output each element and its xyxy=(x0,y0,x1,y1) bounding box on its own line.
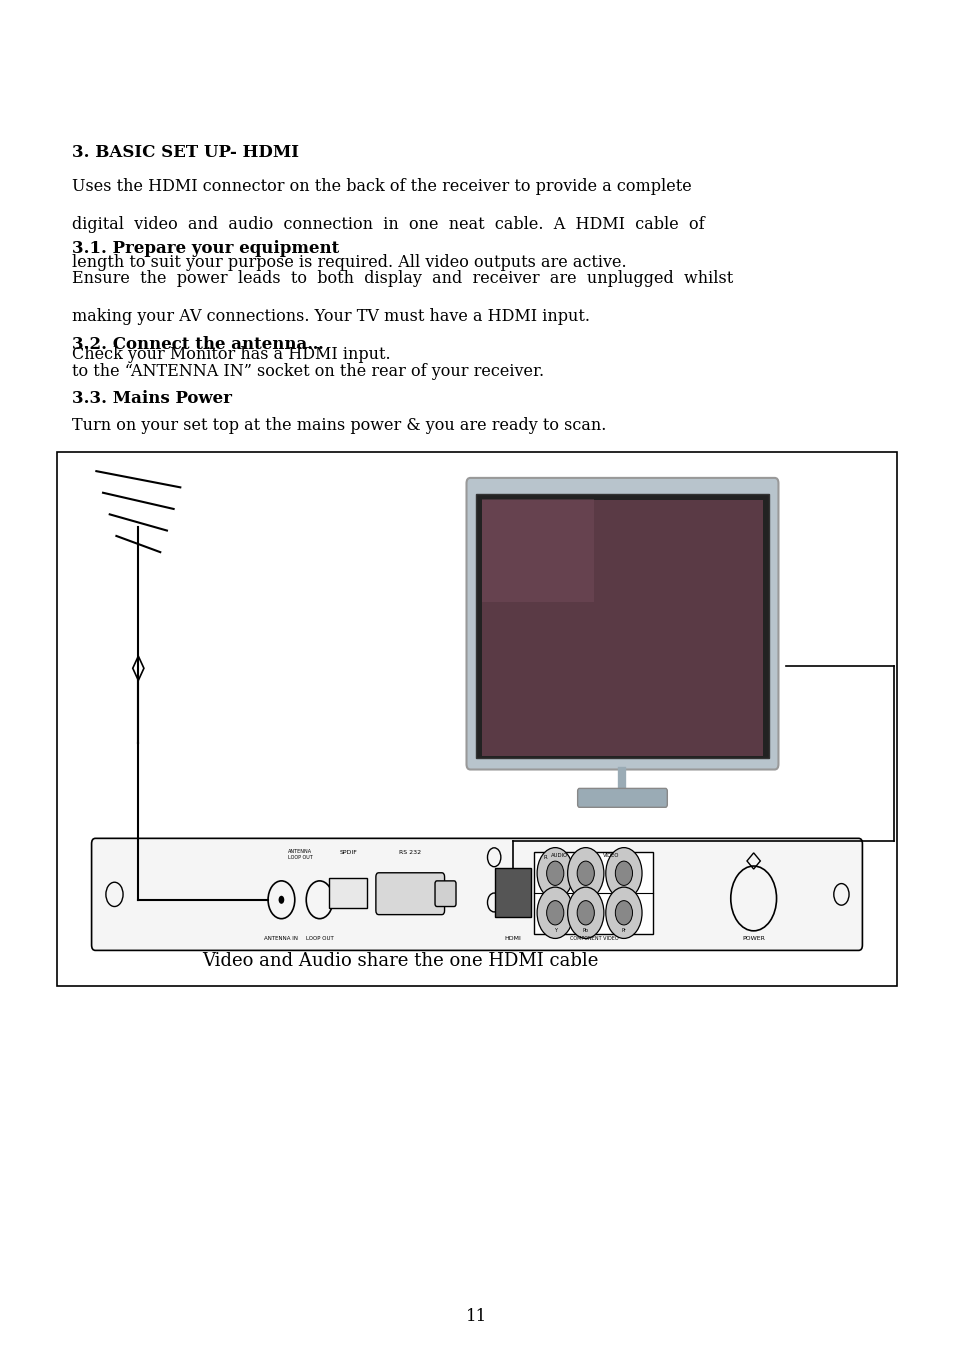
Circle shape xyxy=(546,900,563,925)
Text: digital  video  and  audio  connection  in  one  neat  cable.  A  HDMI  cable  o: digital video and audio connection in on… xyxy=(71,216,703,234)
Text: length to suit your purpose is required. All video outputs are active.: length to suit your purpose is required.… xyxy=(71,254,625,271)
Circle shape xyxy=(567,848,603,899)
Circle shape xyxy=(577,861,594,886)
FancyBboxPatch shape xyxy=(57,452,896,986)
Text: ANTENNA IN: ANTENNA IN xyxy=(264,936,298,941)
FancyBboxPatch shape xyxy=(329,878,367,909)
Circle shape xyxy=(278,896,284,905)
Circle shape xyxy=(605,848,641,899)
Text: LOOP OUT: LOOP OUT xyxy=(305,936,334,941)
Circle shape xyxy=(567,887,603,938)
Text: 3.3. Mains Power: 3.3. Mains Power xyxy=(71,390,232,408)
FancyBboxPatch shape xyxy=(435,880,456,907)
Text: Uses the HDMI connector on the back of the receiver to provide a complete: Uses the HDMI connector on the back of t… xyxy=(71,178,691,196)
Circle shape xyxy=(537,848,573,899)
Text: 3.1. Prepare your equipment: 3.1. Prepare your equipment xyxy=(71,240,338,258)
Circle shape xyxy=(615,861,632,886)
Text: POWER: POWER xyxy=(741,936,764,941)
Text: 3. BASIC SET UP- HDMI: 3. BASIC SET UP- HDMI xyxy=(71,144,298,162)
FancyBboxPatch shape xyxy=(476,494,768,759)
Text: Pb: Pb xyxy=(582,927,588,933)
Circle shape xyxy=(605,887,641,938)
Text: SPDIF: SPDIF xyxy=(339,850,356,856)
FancyBboxPatch shape xyxy=(91,838,862,950)
FancyBboxPatch shape xyxy=(534,852,653,934)
Text: HDMI: HDMI xyxy=(504,936,521,941)
Text: R: R xyxy=(543,855,547,860)
FancyBboxPatch shape xyxy=(466,478,778,770)
Text: to the “ANTENNA IN” socket on the rear of your receiver.: to the “ANTENNA IN” socket on the rear o… xyxy=(71,363,543,381)
Text: 11: 11 xyxy=(466,1308,487,1324)
FancyBboxPatch shape xyxy=(577,788,666,807)
Circle shape xyxy=(537,887,573,938)
Circle shape xyxy=(546,861,563,886)
Circle shape xyxy=(577,900,594,925)
Text: Video and Audio share the one HDMI cable: Video and Audio share the one HDMI cable xyxy=(202,952,598,971)
FancyBboxPatch shape xyxy=(495,868,531,917)
Text: Check your Monitor has a HDMI input.: Check your Monitor has a HDMI input. xyxy=(71,346,390,363)
Text: making your AV connections. Your TV must have a HDMI input.: making your AV connections. Your TV must… xyxy=(71,308,589,325)
FancyBboxPatch shape xyxy=(375,873,444,915)
Text: Y: Y xyxy=(553,927,557,933)
Text: Ensure  the  power  leads  to  both  display  and  receiver  are  unplugged  whi: Ensure the power leads to both display a… xyxy=(71,270,732,288)
Text: Pr: Pr xyxy=(620,927,626,933)
FancyBboxPatch shape xyxy=(481,500,762,756)
FancyBboxPatch shape xyxy=(481,500,594,602)
Text: COMPONENT VIDEO: COMPONENT VIDEO xyxy=(569,936,618,941)
Text: Turn on your set top at the mains power & you are ready to scan.: Turn on your set top at the mains power … xyxy=(71,417,605,435)
Text: AUDIO: AUDIO xyxy=(550,853,567,859)
Text: RS 232: RS 232 xyxy=(398,850,421,856)
Text: 3.2. Connect the antenna…: 3.2. Connect the antenna… xyxy=(71,336,323,354)
Circle shape xyxy=(615,900,632,925)
Text: VIDEO: VIDEO xyxy=(602,853,618,859)
Text: ANTENNA
LOOP OUT: ANTENNA LOOP OUT xyxy=(288,849,313,860)
